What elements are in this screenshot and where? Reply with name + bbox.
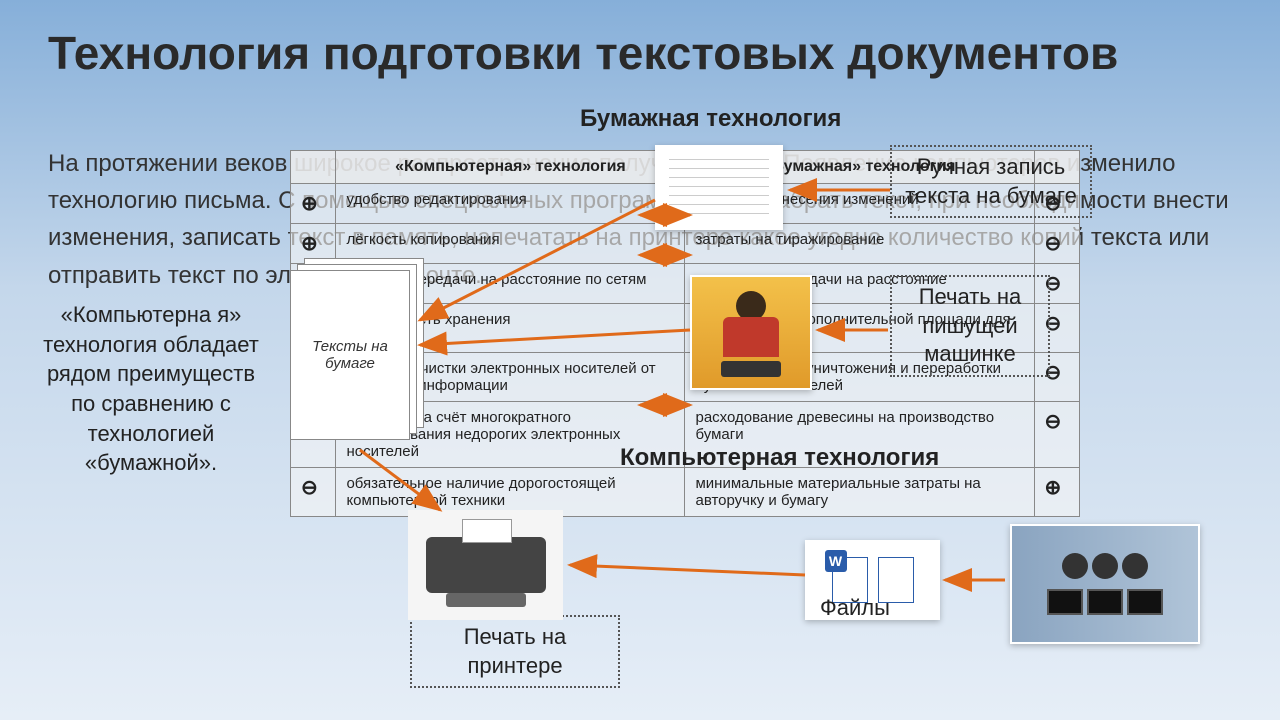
row-sign-right (1034, 402, 1079, 468)
row-sign-left (291, 468, 336, 517)
computer-users-image (1010, 524, 1200, 644)
paper-stack-label: Тексты на бумаге (290, 270, 410, 440)
computer-tech-heading: Компьютерная технология (620, 444, 939, 472)
typist-image (690, 275, 812, 390)
col-computer: «Компьютерная» технология (336, 151, 685, 184)
files-label: Файлы (820, 595, 890, 621)
step-printer: Печать на принтере (410, 615, 620, 688)
row-sign-right (1034, 468, 1079, 517)
slide-title: Технология подготовки текстовых документ… (48, 28, 1232, 79)
row-sign-right (1034, 224, 1079, 264)
handwriting-image (655, 145, 783, 230)
printer-image (408, 510, 563, 620)
row-computer-cell: удобство редактирования (336, 184, 685, 224)
step-handwriting: Ручная запись текста на бумаге (890, 145, 1092, 218)
row-paper-cell: минимальные материальные затраты на авто… (685, 468, 1034, 517)
step-typewriter: Печать на пишущей машинке (890, 275, 1050, 377)
left-note: «Компьютерна я» технология обладает рядо… (36, 300, 266, 478)
paper-tech-heading: Бумажная технология (580, 105, 841, 133)
row-sign-left (291, 184, 336, 224)
